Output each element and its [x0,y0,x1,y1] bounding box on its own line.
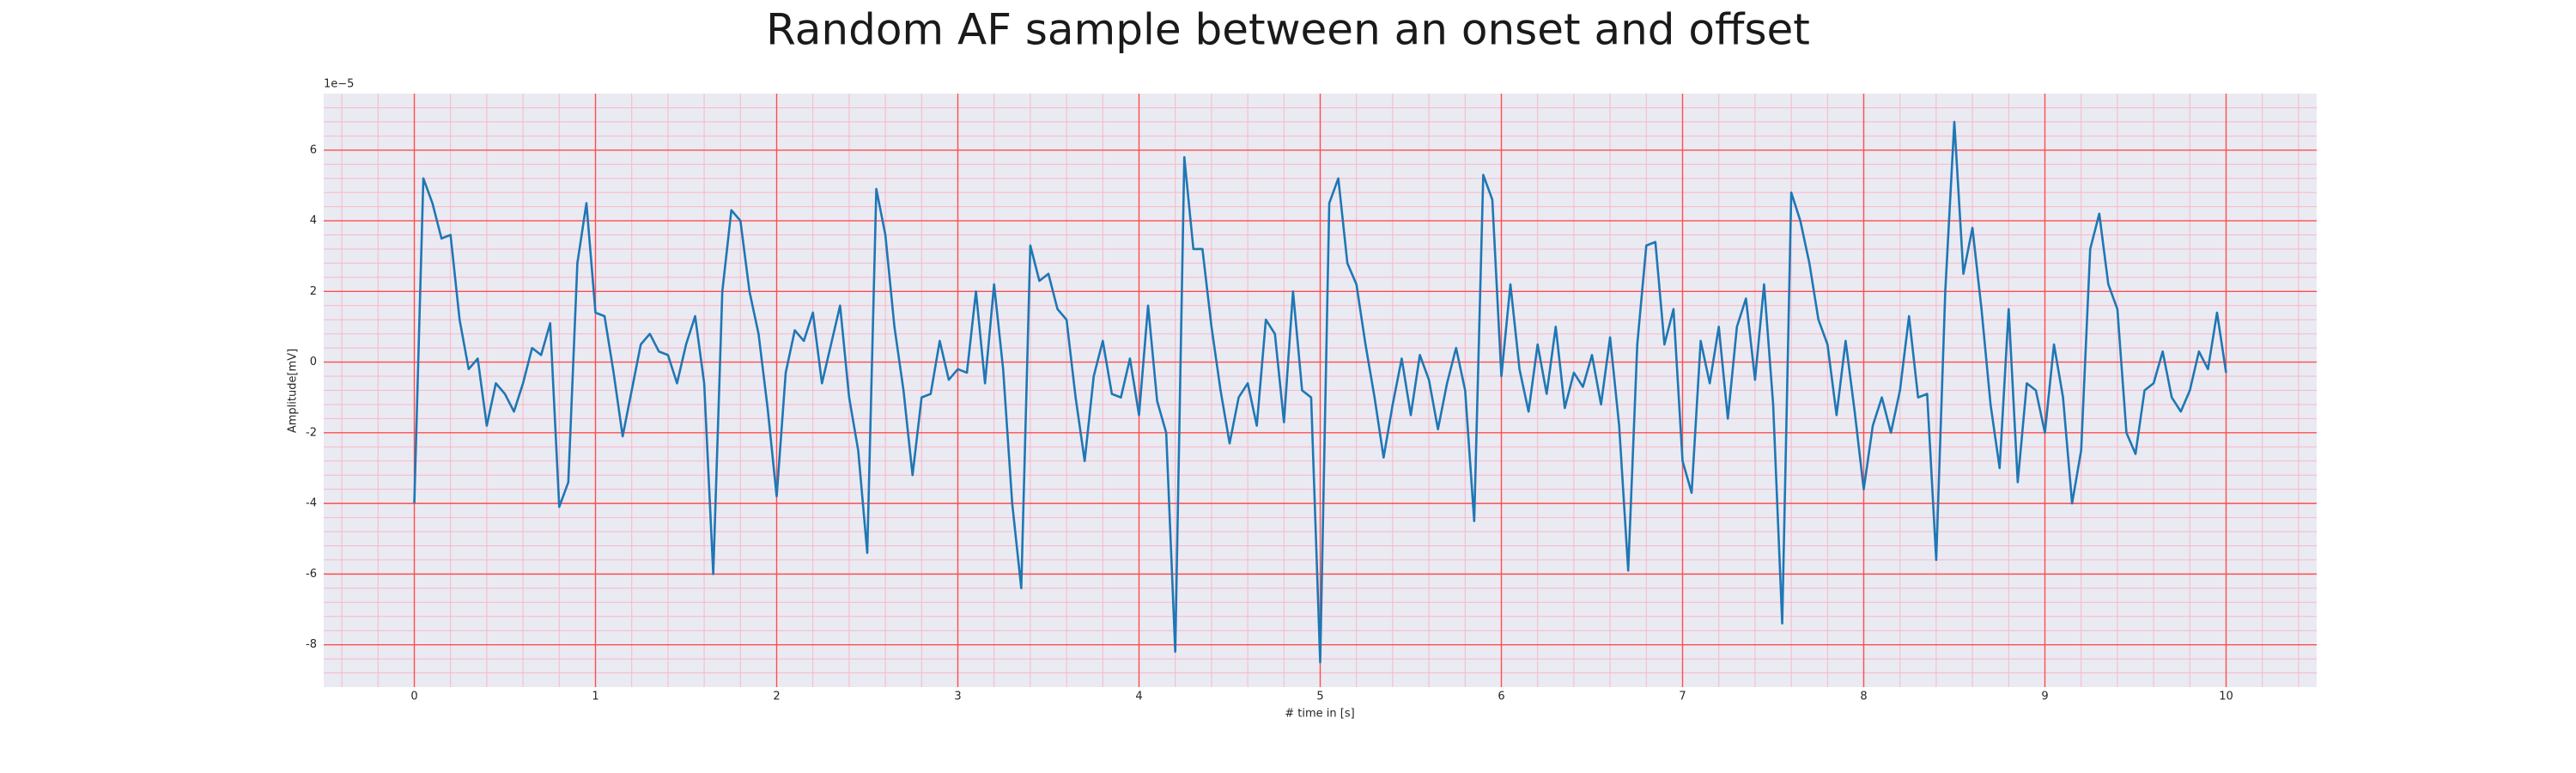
signal-line [413,120,2227,664]
y-tick-label: -6 [306,568,317,581]
x-tick-label: 7 [1679,691,1686,703]
y-tick-label: 0 [310,356,317,368]
marks [413,120,2227,664]
x-tick-label: 10 [2219,691,2233,703]
y-tick-label: 2 [310,285,317,298]
x-tick-label: 4 [1135,691,1142,703]
x-tick-label: 6 [1498,691,1504,703]
x-tick-label: 5 [1316,691,1323,703]
y-tick-label: -2 [306,426,317,439]
x-tick-label: 3 [954,691,961,703]
y-tick-label: -8 [306,638,317,651]
chart-title: Random AF sample between an onset and of… [766,5,1810,55]
x-tick-label: 9 [2041,691,2048,703]
x-tick-label: 2 [773,691,780,703]
y-tick-label: -4 [306,497,317,510]
y-tick-label: 6 [310,143,317,156]
x-tick-label: 1 [592,691,598,703]
y-tick-label: 4 [310,215,317,228]
y-offset-label: 1e−5 [324,78,354,91]
x-axis-label: # time in [s] [1285,708,1354,721]
labels: 0 1 2 3 4 5 6 7 8 9 10 -8 -6 -4 -2 0 2 4 6 [306,143,2233,703]
x-tick-label: 0 [410,691,417,703]
y-axis-label: Amplitude[mV] [287,349,300,433]
x-tick-label: 8 [1860,691,1867,703]
